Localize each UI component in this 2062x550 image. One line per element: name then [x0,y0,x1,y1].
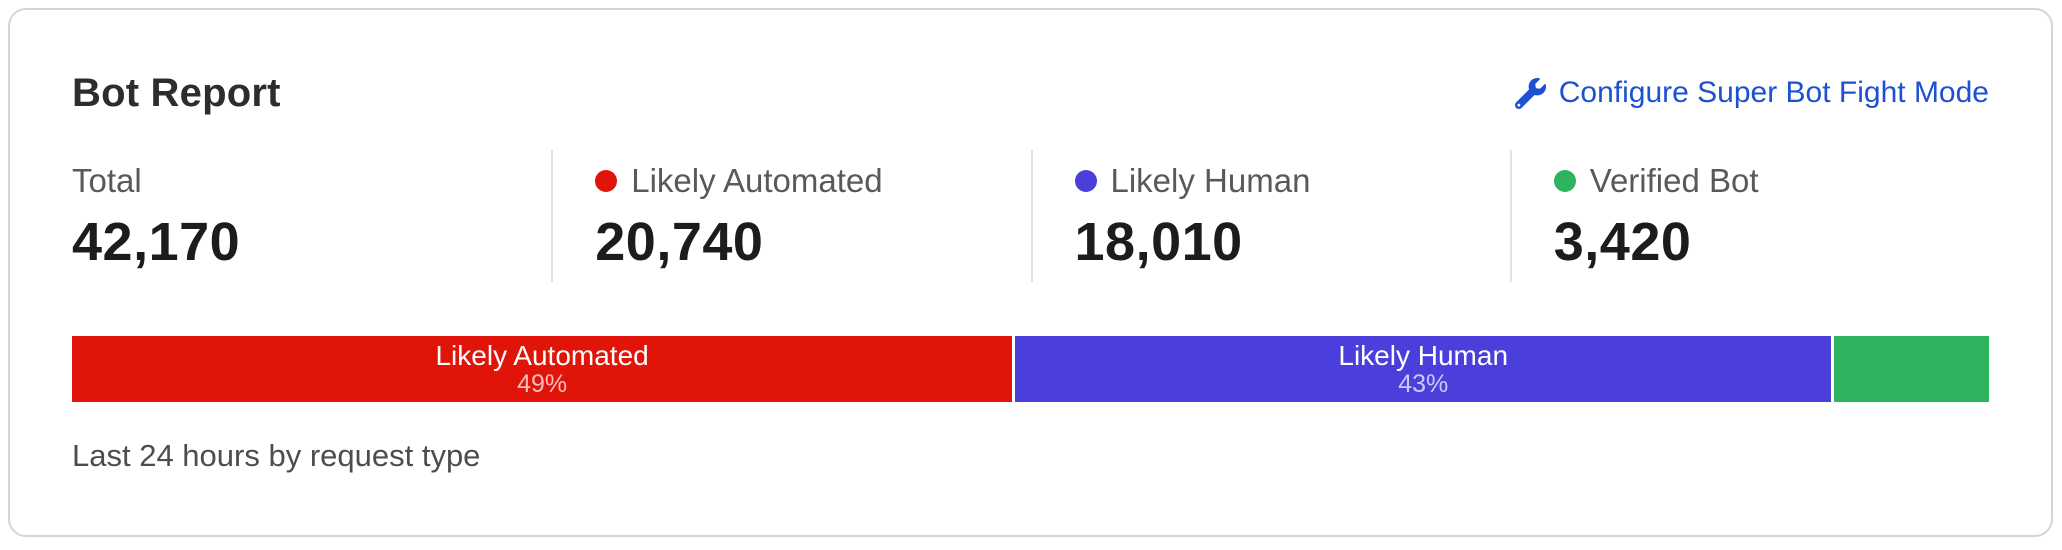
stat-verified-bot-value: 3,420 [1553,212,1692,272]
wrench-icon [1514,77,1546,109]
stat-verified-bot-label: Verified Bot [1589,162,1759,199]
stat-likely-human-value: 18,010 [1074,212,1243,272]
stat-total-label: Total [72,162,142,199]
bot-report-card: Bot Report Configure Super Bot Fight Mod… [8,8,2053,537]
card-header: Bot Report Configure Super Bot Fight Mod… [72,72,1989,114]
stat-likely-human: Likely Human 18,010 [1030,150,1510,282]
bar-segment-likely-automated-label: Likely Automated [435,340,649,371]
bar-segment-likely-human: Likely Human 43% [1015,336,1832,402]
bar-segment-likely-automated: Likely Automated 49% [72,336,1013,402]
stat-total-value: 42,170 [72,212,241,272]
stat-total: Total 42,170 [72,150,551,282]
bar-segment-verified-bot [1834,336,1990,402]
stat-verified-bot: Verified Bot 3,420 [1509,150,1989,282]
page-title: Bot Report [72,71,281,115]
configure-link-label: Configure Super Bot Fight Mode [1558,76,1989,109]
likely-automated-dot-icon [595,170,618,192]
bar-segment-likely-automated-percent: 49% [517,370,568,398]
stat-likely-human-label: Likely Human [1110,162,1311,199]
likely-human-dot-icon [1074,170,1097,192]
bar-segment-likely-human-percent: 43% [1398,370,1449,398]
stat-likely-automated-label: Likely Automated [631,162,883,199]
configure-super-bot-fight-mode-link[interactable]: Configure Super Bot Fight Mode [1514,76,1989,110]
verified-bot-dot-icon [1553,170,1576,192]
stat-likely-automated: Likely Automated 20,740 [551,150,1030,282]
footnote: Last 24 hours by request type [72,438,481,473]
bar-segment-likely-human-label: Likely Human [1338,340,1509,371]
stats-row: Total 42,170 Likely Automated 20,740 Lik… [72,150,1989,282]
stat-likely-automated-value: 20,740 [595,212,764,272]
request-type-stacked-bar: Likely Automated 49% Likely Human 43% [72,336,1990,402]
